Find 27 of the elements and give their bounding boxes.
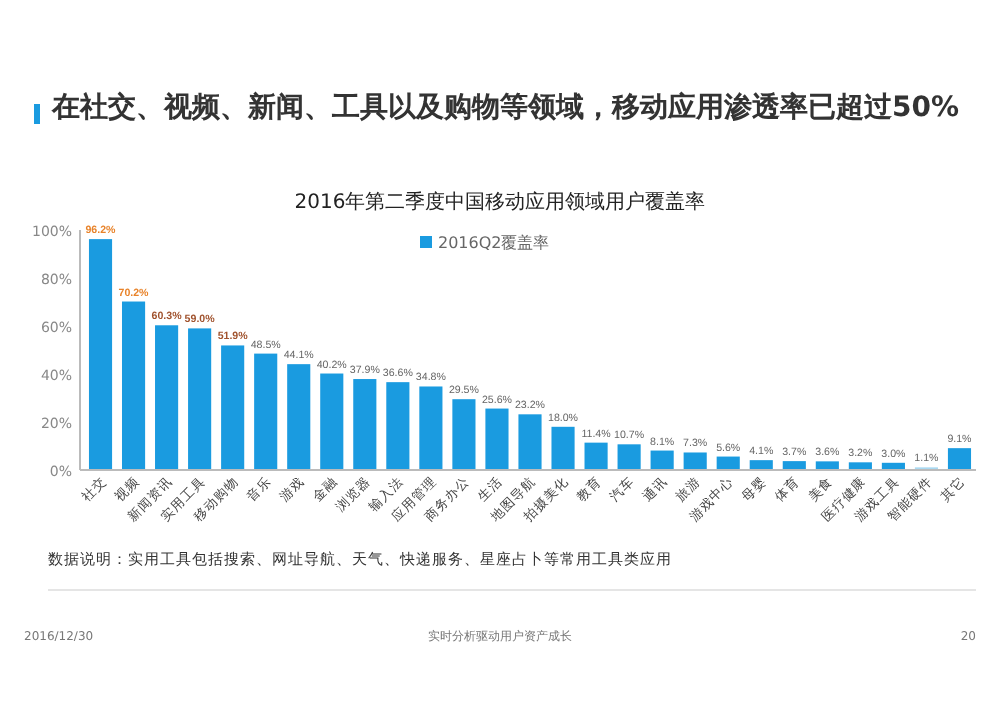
bar: [848, 462, 872, 470]
bar: [947, 448, 972, 470]
bar: [683, 452, 707, 470]
bar: [188, 328, 212, 470]
bar: [584, 442, 608, 470]
bar: [551, 426, 575, 470]
bar: [320, 373, 344, 470]
bar: [121, 301, 146, 470]
bar: [452, 399, 476, 470]
bar: [221, 345, 245, 470]
bar: [518, 414, 542, 470]
chart-subtitle: 2016年第二季度中国移动应用领域用户覆盖率: [294, 190, 706, 214]
bar: [617, 444, 641, 470]
bar: [815, 461, 839, 470]
bar: [386, 382, 410, 470]
bar: [88, 239, 113, 470]
bar: [353, 379, 377, 470]
legend-label: 2016Q2覆盖率: [438, 234, 550, 252]
bar: [254, 353, 278, 470]
bar: [155, 325, 179, 470]
bar: [287, 364, 311, 470]
chart-title: 在社交、视频、新闻、工具以及购物等领域，移动应用渗透率已超过50%: [50, 90, 960, 124]
bar: [650, 450, 674, 470]
bar: [485, 408, 509, 470]
bar: [749, 460, 773, 470]
bar: [782, 461, 806, 470]
bar: [419, 386, 443, 470]
